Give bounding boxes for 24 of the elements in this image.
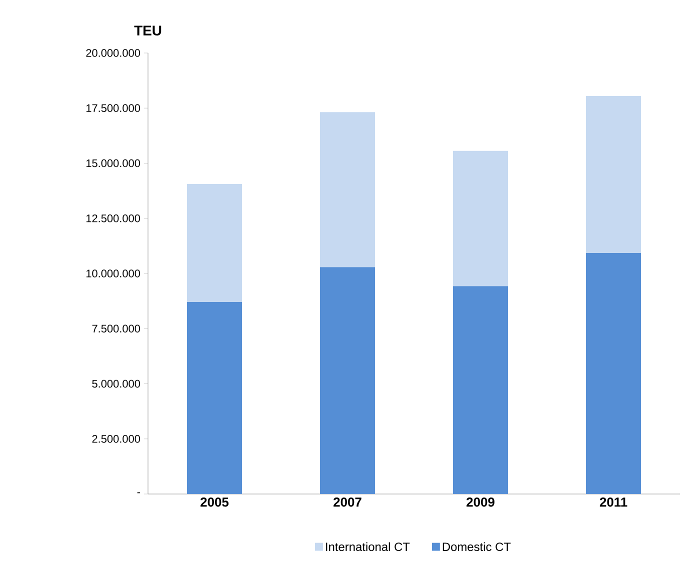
y-tick-label: 12.500.000 (86, 214, 140, 222)
y-axis-title: TEU (134, 26, 162, 36)
x-tick-label: 2009 (466, 498, 494, 507)
bar (320, 112, 376, 268)
legend-label: International CT (326, 542, 410, 552)
bar (320, 267, 376, 494)
x-tick-label: 2011 (600, 498, 628, 507)
y-tick-label: 7.500.000 (92, 324, 140, 333)
bar (187, 184, 242, 302)
bar (187, 302, 242, 494)
y-tick-label: 17.500.000 (86, 104, 140, 112)
bar (586, 96, 642, 253)
y-tick-label: 20.000.000 (86, 49, 140, 57)
bar (453, 286, 508, 494)
y-tick-label: 5.000.000 (92, 380, 140, 388)
bar (586, 252, 642, 494)
y-tick-label: 10.000.000 (86, 270, 140, 278)
y-tick-label: - (137, 492, 140, 494)
x-tick-label: 2005 (200, 498, 229, 507)
bar (453, 150, 508, 286)
y-tick-label: 15.000.000 (86, 159, 140, 168)
y-tick-label: 2.500.000 (92, 435, 140, 443)
x-tick-label: 2007 (334, 498, 362, 507)
legend-label: Domestic CT (442, 542, 511, 552)
